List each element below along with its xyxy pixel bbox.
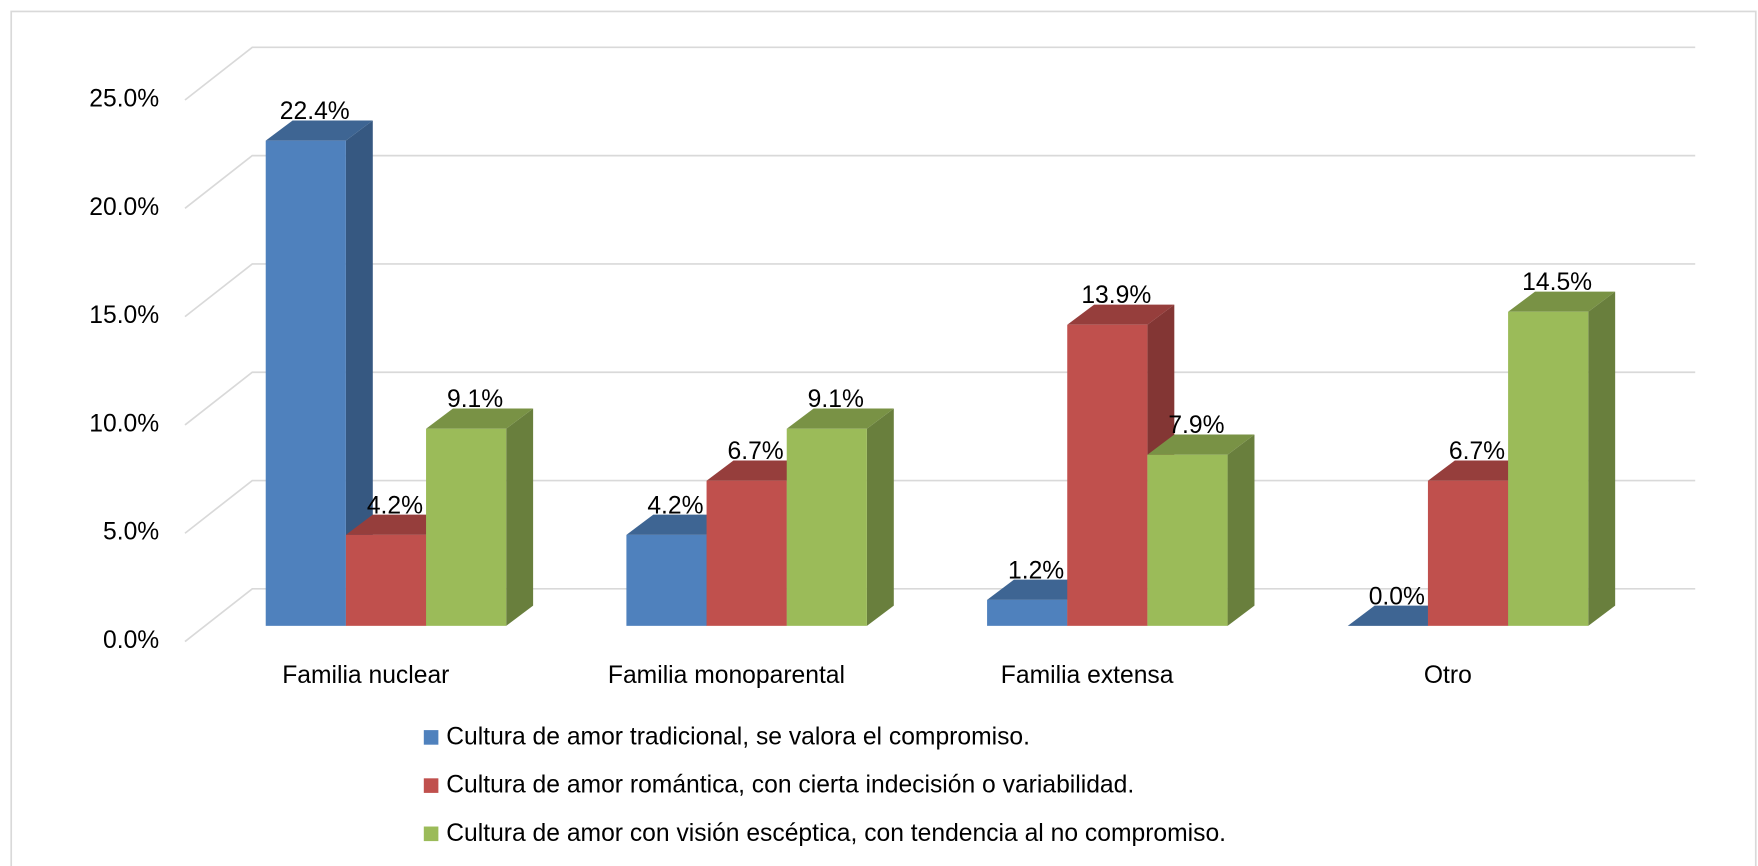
data-label: 0.0% — [1369, 583, 1425, 610]
legend-label: Cultura de amor con visión escéptica, co… — [446, 820, 1226, 847]
bar-face — [426, 428, 507, 626]
bar — [1508, 291, 1616, 626]
data-label: 1.2% — [1008, 557, 1064, 584]
bar-face — [1147, 434, 1255, 455]
y-tick-label: 25.0% — [89, 86, 159, 113]
data-label: 4.2% — [367, 492, 423, 519]
data-label: 9.1% — [447, 386, 503, 413]
legend-swatch — [423, 730, 439, 745]
y-tick-label: 10.0% — [89, 410, 159, 437]
bar-face — [1508, 291, 1616, 312]
bar-face — [1067, 304, 1175, 325]
bar-face — [706, 480, 787, 626]
bar-face — [786, 428, 867, 626]
x-tick-label: Familia nuclear — [282, 662, 449, 689]
legend-label: Cultura de amor tradicional, se valora e… — [446, 723, 1030, 750]
legend-swatch — [423, 826, 439, 842]
bar-face — [506, 408, 534, 626]
data-label: 9.1% — [808, 386, 864, 413]
bar-face — [1508, 311, 1589, 626]
bar-face — [866, 408, 894, 626]
legend-swatch — [423, 778, 439, 793]
bar — [1147, 434, 1255, 626]
bar-face — [626, 534, 707, 626]
legend-label: Cultura de amor romántica, con cierta in… — [446, 772, 1134, 799]
grid-line — [184, 371, 1696, 426]
data-label: 7.9% — [1168, 412, 1224, 439]
bar — [426, 408, 534, 626]
y-tick-label: 20.0% — [89, 194, 159, 221]
grid-line — [184, 46, 1696, 101]
y-tick-label: 15.0% — [89, 302, 159, 329]
y-tick-label: 5.0% — [103, 519, 159, 546]
bar-face — [1067, 324, 1148, 626]
x-tick-label: Familia extensa — [1001, 662, 1174, 689]
bar-face — [345, 534, 427, 626]
bar-face — [1227, 434, 1255, 626]
grid-line — [184, 263, 1696, 318]
bar-face — [265, 120, 373, 141]
data-label: 4.2% — [647, 492, 703, 519]
bar-face — [426, 408, 534, 429]
bar-face — [265, 140, 346, 626]
data-label: 6.7% — [728, 438, 784, 465]
data-label: 13.9% — [1081, 282, 1151, 309]
data-label: 14.5% — [1522, 269, 1592, 296]
bar-face — [345, 120, 373, 626]
bar — [786, 408, 894, 626]
bar-face — [1588, 291, 1616, 626]
bar-face — [1147, 454, 1228, 626]
y-tick-label: 0.0% — [103, 627, 159, 654]
bar — [265, 120, 373, 626]
data-label: 6.7% — [1449, 438, 1505, 465]
x-tick-label: Familia monoparental — [608, 662, 845, 689]
x-tick-label: Otro — [1424, 662, 1472, 689]
data-label: 22.4% — [280, 98, 350, 125]
bar-face — [987, 599, 1068, 626]
bar-face — [1427, 480, 1509, 626]
bar-face — [786, 408, 894, 429]
grid-line — [184, 154, 1696, 209]
